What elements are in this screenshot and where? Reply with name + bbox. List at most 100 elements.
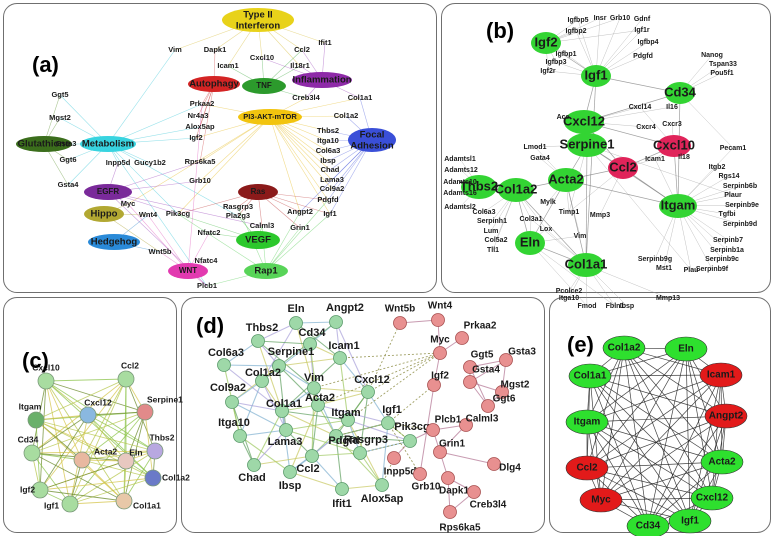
gene-label-serpinb1a: Serpinb1a [710,247,744,254]
red-node-mgst2 [495,385,509,399]
category-label-glutathione: Glutathione [18,139,71,150]
edge [31,452,83,461]
node-label-mgst2: Mgst2 [501,380,530,391]
edge [439,451,495,465]
edge [359,440,411,454]
green-node-vim [307,381,321,395]
node-label-col9a2: Col9a2 [210,382,246,394]
category-node-hedgehog [88,234,140,250]
node-label-serpine1: Serpine1 [147,394,183,404]
gene-label-gata4: Gata4 [530,155,550,162]
edge [335,435,411,442]
node-label-myc: Myc [591,495,611,506]
gene-label-serpinb7: Serpinb7 [713,237,743,244]
category-node-wnt [168,263,208,279]
gene-label-tll1: Tll1 [487,247,499,254]
node-label-gsta4: Gsta4 [472,365,500,376]
gene-label-vim: Vim [168,45,182,54]
gene-label-chad: Chad [321,165,340,174]
node-label-cxcl12: Cxcl12 [696,493,729,504]
node-acta2 [700,449,744,475]
edge [177,116,271,215]
edge [257,340,311,345]
red-node-grb10 [413,467,427,481]
edge [387,384,435,424]
edge [45,378,127,382]
gene-label-mmp13: Mmp13 [656,295,680,302]
edge [586,144,692,271]
gene-label-serpinb9d: Serpinb9d [723,221,757,228]
edge [223,364,280,367]
edge [69,378,127,505]
gene-label-gsta3: Gsta3 [56,139,77,148]
edge [335,422,389,437]
edge [127,203,189,272]
gene-label-adamts10: Adamts10 [443,179,477,186]
edge [127,116,271,205]
gene-label-cxcl10: Cxcl10 [250,53,274,62]
category-node-egfr [84,184,132,200]
node-label-col1a1: Col1a1 [133,500,161,510]
gene-label-rasgrp3: Rasgrp3 [223,202,253,211]
node-serpine1 [136,403,154,421]
edge [87,414,127,462]
gene-label-adamts16: Adamts16 [443,190,477,197]
green-node-col9a2 [225,395,239,409]
edge [43,94,61,145]
category-label-hedgehog: Hedgehog [91,237,138,248]
edge [311,404,319,457]
edge [623,347,723,463]
edge [586,467,713,499]
edge [239,429,287,437]
edge [199,83,215,163]
node-label-itgam: Itgam [574,417,601,428]
hub-label-ccl2: Ccl2 [609,159,636,174]
edge [69,500,125,505]
red-node-gsta4 [463,375,477,389]
gene-label-igfbp2: Igfbp2 [566,28,587,35]
node-label-ggt6: Ggt6 [493,394,516,405]
gene-label-igf1r: Igf1r [634,27,649,34]
hub-label-col1a1: Col1a1 [565,256,608,271]
edge [586,467,691,522]
gene-label-itgb2: Itgb2 [709,164,726,171]
edge [589,375,713,499]
edge [335,435,383,486]
green-node-itga10 [233,429,247,443]
node-label-wnt5b: Wnt5b [385,304,416,315]
hub-label-igf1: Igf1 [584,67,607,82]
category-label-wnt: WNT [179,266,197,275]
node-eln [117,452,135,470]
green-node-pdgfd [329,429,343,443]
category-label-vegf: VEGF [245,235,271,246]
category-label-inflammation: Inflammation [292,75,351,86]
gene-label-wnt5b: Wnt5b [149,247,172,256]
gene-label-col5a2: Col5a2 [485,237,508,244]
edge [253,455,313,466]
node-igf2 [31,481,49,499]
node-cxcl12 [79,406,97,424]
edge [107,49,176,145]
green-node-acta2 [311,398,325,412]
gene-label-nr4a3: Nr4a3 [188,111,209,120]
gene-label-igf2: Igf2 [189,133,202,142]
green-node-col1a1 [275,404,289,418]
node-label-acta2: Acta2 [305,392,335,404]
node-label-vim: Vim [304,372,324,384]
edge [585,75,597,266]
red-node-gsta3 [499,353,513,367]
edge [317,404,389,424]
gene-label-icam1: Icam1 [217,61,238,70]
category-node-ras [238,184,278,200]
hub-label-eln: Eln [520,234,540,249]
edge [35,419,127,462]
edge [257,340,315,389]
edge [281,410,291,473]
green-node-pik3cg [403,434,417,448]
green-node-rasgrp3 [353,446,367,460]
gene-label-myc: Myc [121,199,136,208]
node-label-gsta3: Gsta3 [508,347,536,358]
node-label-cd34: Cd34 [18,434,39,444]
edge [565,179,679,207]
